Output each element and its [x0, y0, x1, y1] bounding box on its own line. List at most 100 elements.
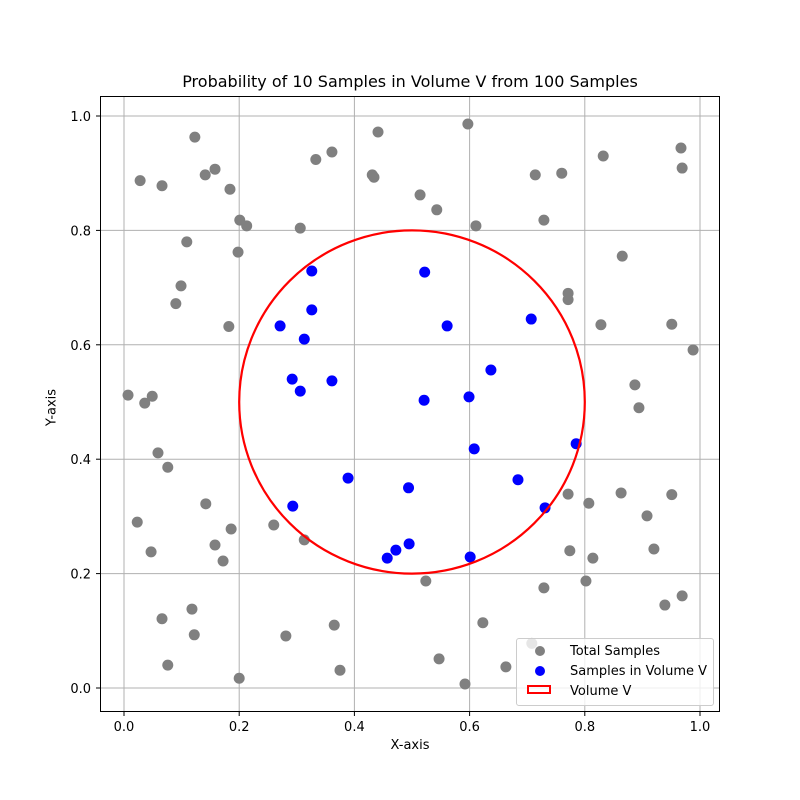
data-point [146, 390, 158, 402]
data-point [372, 126, 384, 138]
data-point [433, 653, 445, 665]
data-point [156, 180, 168, 192]
data-point [139, 397, 151, 409]
data-point [687, 344, 699, 356]
data-point [666, 489, 678, 501]
volume-v-circle [238, 229, 586, 575]
data-point [676, 590, 688, 602]
data-point [564, 545, 576, 557]
data-point [676, 162, 688, 174]
legend: Total Samples Samples in Volume V Volume… [516, 638, 714, 706]
data-point [334, 664, 346, 676]
data-point [162, 461, 174, 473]
data-point [310, 153, 322, 165]
data-point [326, 375, 338, 387]
data-point [462, 118, 474, 130]
data-point [286, 373, 298, 385]
data-point [463, 391, 475, 403]
data-point [539, 502, 551, 514]
data-point [162, 659, 174, 671]
data-point [418, 394, 430, 406]
data-point [131, 516, 143, 528]
data-point [464, 551, 476, 563]
data-point [342, 472, 354, 484]
y-tick-label: 0.4 [70, 453, 91, 468]
data-point [181, 236, 193, 248]
x-tick-label: 0.6 [459, 720, 480, 735]
data-point [390, 544, 402, 556]
data-point [597, 150, 609, 162]
data-point [431, 204, 443, 216]
data-point [209, 539, 221, 551]
data-point [468, 443, 480, 455]
x-tick-label: 0.8 [574, 720, 595, 735]
data-point [368, 171, 380, 183]
data-point [328, 619, 340, 631]
x-tick-label: 0.2 [229, 720, 250, 735]
data-point [189, 131, 201, 143]
data-point [615, 487, 627, 499]
series-total-samples [122, 118, 699, 690]
data-point [562, 488, 574, 500]
data-point [209, 163, 221, 175]
data-point [199, 169, 211, 181]
data-point [538, 214, 550, 226]
data-point [538, 582, 550, 594]
data-point [459, 678, 471, 690]
x-tick-label: 1.0 [690, 720, 711, 735]
data-point [156, 613, 168, 625]
data-point [616, 250, 628, 262]
data-point [675, 142, 687, 154]
y-tick-label: 0.2 [70, 568, 91, 583]
data-point [306, 304, 318, 316]
data-point [629, 379, 641, 391]
data-point [152, 447, 164, 459]
red-rectangle-icon [525, 681, 555, 701]
data-point [587, 552, 599, 564]
data-point [145, 546, 157, 558]
data-point [225, 523, 237, 535]
data-point [403, 482, 415, 494]
data-point [470, 220, 482, 232]
data-point [175, 280, 187, 292]
data-point [381, 552, 393, 564]
data-point [241, 220, 253, 232]
data-point [595, 319, 607, 331]
data-point [294, 222, 306, 234]
data-point [562, 294, 574, 306]
legend-item-inside: Samples in Volume V [525, 661, 707, 681]
chart-title: Probability of 10 Samples in Volume V fr… [182, 72, 638, 91]
legend-label: Volume V [570, 683, 632, 699]
x-tick-label: 0.4 [344, 720, 365, 735]
y-tick-label: 0.8 [70, 224, 91, 239]
data-point [500, 661, 512, 673]
legend-item-total: Total Samples [525, 641, 660, 661]
grid-lines [101, 97, 719, 711]
data-point [287, 500, 299, 512]
y-axis-label: Y-axis [44, 388, 60, 427]
data-point [403, 538, 415, 550]
data-point [580, 575, 592, 587]
data-point [414, 189, 426, 201]
series-samples-in-volume [274, 265, 582, 564]
y-tick-label: 1.0 [70, 110, 91, 125]
data-point [200, 498, 212, 510]
data-point [134, 175, 146, 187]
data-point [477, 617, 489, 629]
data-point [280, 630, 292, 642]
legend-item-volume: Volume V [525, 681, 631, 701]
gray-dot-icon [525, 641, 555, 661]
data-point [186, 603, 198, 615]
axes-frame [100, 96, 720, 712]
data-point [583, 497, 595, 509]
x-axis-label: X-axis [390, 738, 430, 753]
data-point [529, 169, 541, 181]
legend-label: Samples in Volume V [570, 663, 708, 679]
y-tick-label: 0.6 [70, 339, 91, 354]
data-point [485, 364, 497, 376]
data-point [659, 599, 671, 611]
data-point [525, 313, 537, 325]
y-tick-label: 0.0 [70, 682, 91, 697]
data-point [633, 402, 645, 414]
